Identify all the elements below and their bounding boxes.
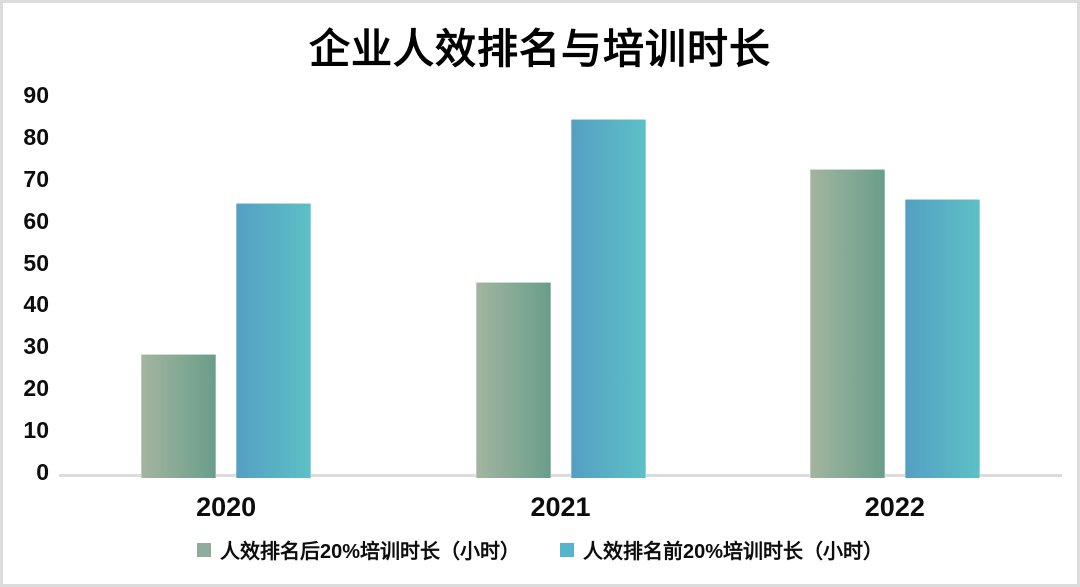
bar-series1-2020 bbox=[141, 353, 217, 478]
y-tick-label: 10 bbox=[23, 417, 49, 444]
legend-label: 人效排名后20%培训时长（小时） bbox=[219, 541, 520, 563]
legend: 人效排名后20%培训时长（小时） 人效排名前20%培训时长（小时） bbox=[3, 535, 1077, 564]
y-axis: 0 10 20 30 40 50 60 70 80 90 bbox=[3, 3, 49, 584]
y-tick-label: 90 bbox=[23, 82, 49, 108]
legend-label: 人效排名前20%培训时长（小时） bbox=[583, 541, 884, 563]
legend-item: 人效排名前20%培训时长（小时） bbox=[560, 535, 883, 564]
bar-series2-2022 bbox=[904, 198, 980, 478]
legend-swatch-icon bbox=[560, 542, 574, 557]
chart-title: 企业人效排名与培训时长 bbox=[309, 26, 771, 72]
x-axis-label: 2020 bbox=[196, 492, 257, 522]
x-axis-label: 2022 bbox=[864, 492, 925, 522]
y-tick-label: 30 bbox=[23, 333, 49, 360]
x-axis-line bbox=[59, 474, 1062, 477]
y-tick-label: 0 bbox=[36, 459, 49, 485]
y-tick-label: 50 bbox=[23, 249, 49, 276]
bar-series2-2021 bbox=[570, 118, 646, 478]
legend-item: 人效排名后20%培训时长（小时） bbox=[196, 535, 520, 564]
y-tick-label: 70 bbox=[23, 165, 49, 192]
y-tick-label: 60 bbox=[23, 207, 49, 234]
x-axis-label: 2021 bbox=[530, 492, 591, 522]
y-tick-label: 40 bbox=[23, 291, 49, 318]
legend-swatch-icon bbox=[196, 542, 211, 557]
y-tick-label: 80 bbox=[23, 123, 49, 150]
y-tick-label: 20 bbox=[23, 375, 49, 402]
bar-series1-2022 bbox=[809, 169, 885, 478]
bar-series2-2020 bbox=[236, 202, 312, 478]
bar-series1-2021 bbox=[475, 282, 551, 478]
